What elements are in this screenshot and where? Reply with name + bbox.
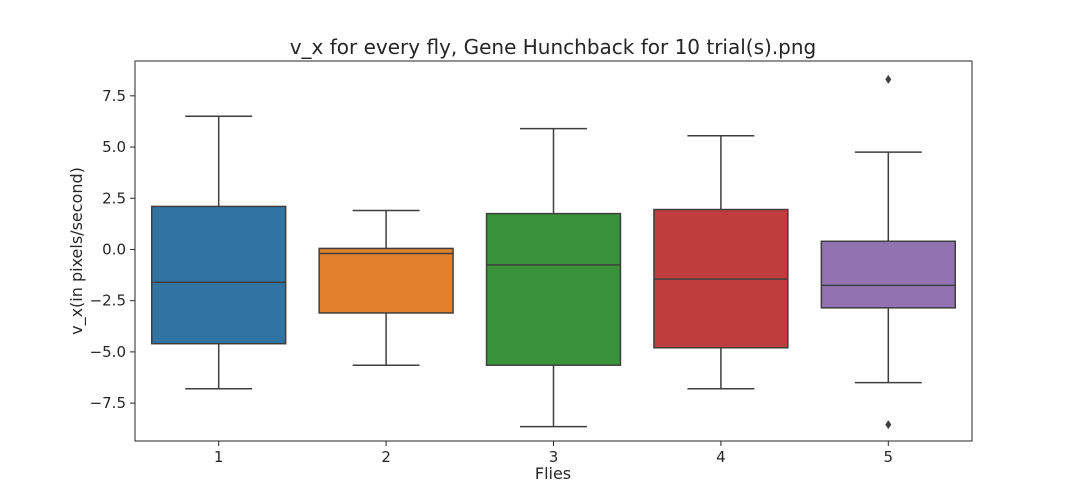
iqr-box [318, 247, 454, 314]
y-tick-label: 2.5 [102, 189, 126, 207]
outlier-point [885, 420, 892, 430]
outlier-point [885, 74, 892, 84]
y-tick-label: −5.0 [90, 343, 126, 361]
x-tick-label: 1 [214, 448, 224, 466]
box-fly-5 [820, 74, 957, 430]
box-fly-3 [485, 127, 622, 428]
y-tick-label: −7.5 [90, 394, 126, 412]
iqr-box [150, 205, 287, 345]
box-fly-2 [318, 209, 454, 366]
chart-title: v_x for every fly, Gene Hunchback for 10… [290, 35, 817, 59]
iqr-box [485, 212, 622, 366]
y-tick-label: −2.5 [90, 292, 126, 310]
x-tick-label: 3 [549, 448, 559, 466]
x-tick-label: 5 [884, 448, 894, 466]
y-tick-label: 7.5 [102, 87, 126, 105]
y-tick-label: 0.0 [102, 240, 126, 258]
x-tick-label: 4 [716, 448, 726, 466]
plot-area [150, 74, 957, 430]
x-axis-title: Flies [535, 464, 571, 483]
iqr-box [820, 240, 957, 309]
box-fly-4 [653, 135, 789, 390]
box-fly-1 [150, 115, 287, 390]
x-axis: 1 2 3 4 5 [214, 441, 893, 466]
y-tick-label: 5.0 [102, 138, 126, 156]
x-tick-label: 2 [381, 448, 391, 466]
y-axis: −7.5 −5.0 −2.5 0.0 2.5 5.0 7.5 [90, 87, 135, 412]
y-axis-title: v_x(in pixels/second) [67, 167, 87, 335]
